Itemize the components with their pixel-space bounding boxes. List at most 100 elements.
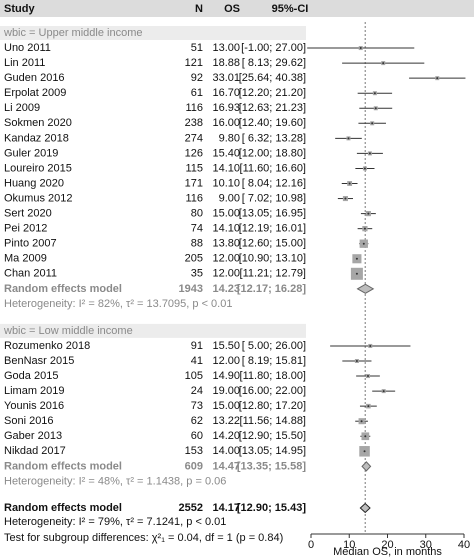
study-n: 73 bbox=[191, 400, 203, 412]
group-header-bg bbox=[0, 26, 306, 40]
header-bg bbox=[0, 0, 474, 17]
header-os: OS bbox=[224, 3, 240, 15]
x-tick-label: 40 bbox=[458, 539, 470, 551]
pooled-ci: [13.35; 15.58] bbox=[237, 460, 306, 472]
study-name: Loureiro 2015 bbox=[4, 162, 72, 174]
study-name: Huang 2020 bbox=[4, 177, 64, 189]
pooled-n: 1943 bbox=[179, 283, 203, 295]
x-axis-label: Median OS, in months bbox=[333, 546, 442, 558]
study-name: Gaber 2013 bbox=[4, 430, 62, 442]
study-n: 171 bbox=[185, 177, 203, 189]
study-estimate: 18.88 bbox=[212, 57, 240, 69]
study-name: Ma 2009 bbox=[4, 253, 47, 265]
study-n: 92 bbox=[191, 72, 203, 84]
study-ci: [11.80; 18.00] bbox=[240, 370, 306, 382]
study-ci: [12.20; 21.20] bbox=[239, 87, 306, 99]
study-name: BenNasr 2015 bbox=[4, 355, 74, 367]
study-ci: [12.80; 17.20] bbox=[239, 400, 306, 412]
study-n: 238 bbox=[185, 117, 203, 129]
study-n: 153 bbox=[185, 445, 203, 457]
study-n: 116 bbox=[185, 192, 203, 204]
study-name: Li 2009 bbox=[4, 102, 40, 114]
study-ci: [ 7.02; 10.98] bbox=[242, 192, 306, 204]
study-point bbox=[371, 122, 374, 125]
overall-ci: [12.90; 15.43] bbox=[237, 502, 306, 514]
study-name: Kandaz 2018 bbox=[4, 132, 69, 144]
study-estimate: 10.10 bbox=[212, 177, 240, 189]
x-tick-label: 30 bbox=[420, 539, 432, 551]
study-estimate: 33.01 bbox=[212, 72, 240, 84]
study-point bbox=[355, 360, 358, 362]
study-ci: [ 8.04; 12.16] bbox=[242, 177, 306, 189]
pooled-diamond bbox=[356, 283, 375, 294]
study-estimate: 19.00 bbox=[212, 385, 240, 397]
study-ci: [ 8.19; 15.81] bbox=[242, 355, 306, 367]
pooled-label: Random effects model bbox=[4, 283, 122, 295]
pooled-n: 609 bbox=[185, 460, 203, 472]
study-ci: [-1.00; 27.00] bbox=[241, 42, 306, 54]
study-name: Goda 2015 bbox=[4, 370, 58, 382]
header-ci: 95%-CI bbox=[272, 3, 309, 15]
header-n: N bbox=[195, 3, 203, 15]
study-estimate: 12.00 bbox=[212, 355, 240, 367]
study-n: 24 bbox=[191, 385, 203, 397]
study-estimate: 14.10 bbox=[212, 162, 240, 174]
study-point bbox=[436, 77, 439, 80]
study-point bbox=[368, 152, 371, 155]
study-ci: [ 8.13; 29.62] bbox=[242, 57, 306, 69]
study-name: Pinto 2007 bbox=[4, 238, 57, 250]
study-name: Soni 2016 bbox=[4, 415, 54, 427]
heterogeneity: Heterogeneity: I² = 48%, τ² = 1.1438, p … bbox=[4, 475, 226, 487]
study-estimate: 16.00 bbox=[212, 117, 240, 129]
study-ci: [25.64; 40.38] bbox=[239, 72, 306, 84]
study-point bbox=[373, 92, 376, 95]
study-name: Sert 2020 bbox=[4, 208, 52, 220]
study-ci: [12.19; 16.01] bbox=[239, 223, 306, 235]
study-ci: [ 6.32; 13.28] bbox=[242, 132, 306, 144]
overall-label: Random effects model bbox=[4, 502, 122, 514]
study-estimate: 15.40 bbox=[212, 147, 240, 159]
group-header-bg bbox=[0, 323, 306, 338]
study-n: 205 bbox=[185, 253, 203, 265]
study-point bbox=[363, 450, 366, 453]
pooled-diamond bbox=[359, 502, 371, 514]
study-n: 274 bbox=[185, 132, 203, 144]
study-point bbox=[359, 47, 362, 50]
overall-heterogeneity: Heterogeneity: I² = 79%, τ² = 7.1241, p … bbox=[4, 516, 226, 528]
study-ci: [ 5.00; 26.00] bbox=[242, 340, 306, 352]
study-point bbox=[382, 62, 385, 65]
study-point bbox=[363, 227, 366, 230]
study-point bbox=[367, 212, 370, 215]
study-estimate: 15.50 bbox=[212, 340, 240, 352]
study-name: Sokmen 2020 bbox=[4, 117, 72, 129]
study-point bbox=[344, 197, 347, 200]
study-n: 88 bbox=[191, 238, 203, 250]
heterogeneity: Heterogeneity: I² = 82%, τ² = 13.7095, p… bbox=[4, 298, 232, 310]
study-name: Lin 2011 bbox=[4, 57, 45, 69]
study-name: Nikdad 2017 bbox=[4, 445, 66, 457]
study-ci: [13.05; 16.95] bbox=[239, 208, 306, 220]
pooled-estimate: 14.47 bbox=[212, 460, 240, 472]
study-name: Okumus 2012 bbox=[4, 192, 72, 204]
pooled-label: Random effects model bbox=[4, 460, 122, 472]
study-point bbox=[355, 272, 358, 275]
study-estimate: 16.93 bbox=[212, 102, 240, 114]
study-ci: [11.56; 14.88] bbox=[240, 415, 306, 427]
study-name: Rozumenko 2018 bbox=[4, 340, 90, 352]
pooled-ci: [12.17; 16.28] bbox=[237, 283, 306, 295]
study-point bbox=[364, 435, 367, 438]
subgroup-test: Test for subgroup differences: χ²₁ = 0.0… bbox=[4, 532, 283, 544]
study-point bbox=[362, 242, 365, 245]
study-point bbox=[348, 182, 351, 185]
study-n: 80 bbox=[191, 208, 203, 220]
study-name: Guler 2019 bbox=[4, 147, 58, 159]
study-ci: [12.90; 15.50] bbox=[239, 430, 306, 442]
study-name: Guden 2016 bbox=[4, 72, 65, 84]
header-study: Study bbox=[4, 3, 35, 15]
group-header: wbic = Low middle income bbox=[3, 325, 133, 337]
study-estimate: 9.80 bbox=[219, 132, 240, 144]
study-estimate: 13.22 bbox=[212, 415, 240, 427]
study-point bbox=[363, 167, 366, 170]
study-name: Pei 2012 bbox=[4, 223, 47, 235]
study-ci: [12.40; 19.60] bbox=[239, 117, 306, 129]
